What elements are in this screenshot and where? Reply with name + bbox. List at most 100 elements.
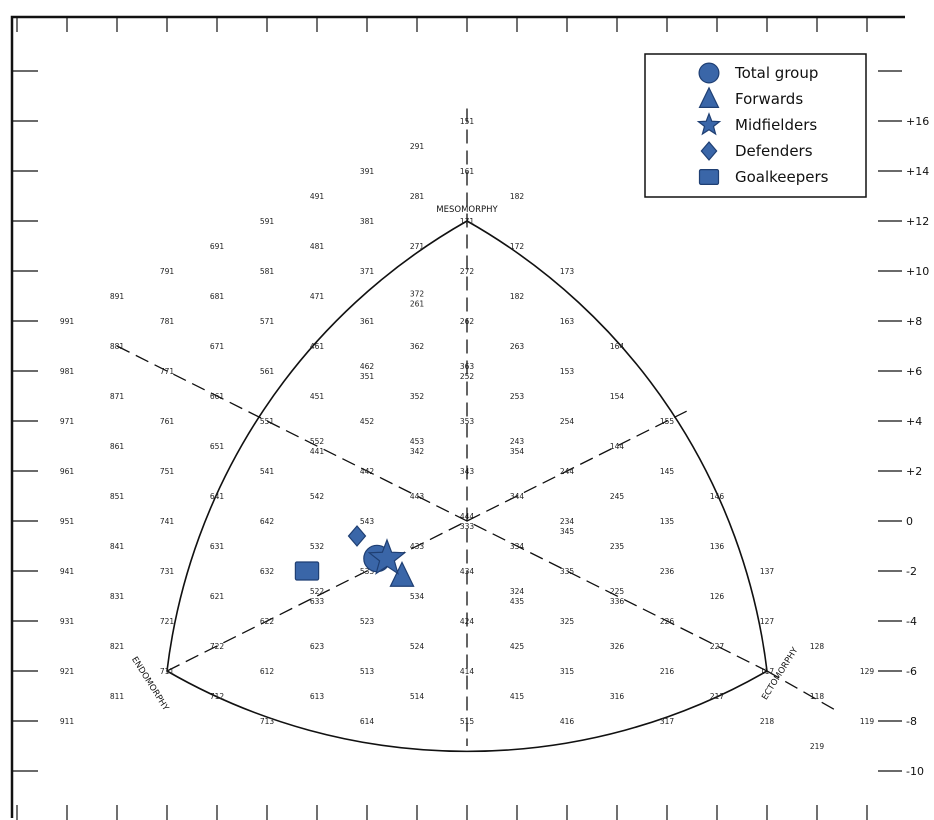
somatotype-code: 711 <box>160 667 175 676</box>
somatotype-code: 272 <box>460 267 475 276</box>
y-tick-labels: +16 +14 +12 +10 +8 +6 +4 +2 0 -2 -4 -6 -8 -10 <box>906 115 929 778</box>
somatotype-code: 881 <box>110 342 125 351</box>
ectomorphy-axis <box>166 410 688 672</box>
somatotype-code: 891 <box>110 292 125 301</box>
legend: Total group Forwards Midfielders Defenders G… <box>644 53 867 198</box>
forwards-marker <box>389 560 415 587</box>
somatotype-code: 741 <box>160 517 175 526</box>
somatotype-code: 481 <box>310 242 325 251</box>
y-tick-label: -4 <box>906 615 917 628</box>
somatotype-code: 217 <box>710 692 725 701</box>
somatotype-code: 163 <box>560 317 575 326</box>
midfielders-marker <box>367 538 407 575</box>
somatotype-code: 345 <box>560 527 575 536</box>
somatotype-code: 245 <box>610 492 625 501</box>
somatotype-code: 591 <box>260 217 275 226</box>
somatotype-code: 532 <box>310 542 325 551</box>
somatotype-code: 761 <box>160 417 175 426</box>
somatotype-code: 343 <box>460 467 475 476</box>
somatotype-code: 234 <box>560 517 575 526</box>
somatotype-code: 335 <box>560 567 575 576</box>
somatotype-code: 614 <box>360 717 375 726</box>
somatotype-code: 871 <box>110 392 125 401</box>
somatotype-code: 781 <box>160 317 175 326</box>
somatotype-code: 325 <box>560 617 575 626</box>
somatotype-code: 371 <box>360 267 375 276</box>
somatotype-code: 352 <box>410 392 425 401</box>
goalkeepers-marker <box>294 561 320 581</box>
somatotype-code: 533 <box>360 567 375 576</box>
y-tick-label: 0 <box>906 515 913 528</box>
somatotype-code: 253 <box>510 392 525 401</box>
somatotype-code: 144 <box>610 442 625 451</box>
somatotype-code: 351 <box>360 372 375 381</box>
somatotype-code: 651 <box>210 442 225 451</box>
somatotype-code: 514 <box>410 692 425 701</box>
somatotype-code: 414 <box>460 667 475 676</box>
somatotype-code: 153 <box>560 367 575 376</box>
somatotype-code: 354 <box>510 447 525 456</box>
somatotype-code: 164 <box>610 342 625 351</box>
somatotype-code: 453 <box>410 437 425 446</box>
somatotype-code: 243 <box>510 437 525 446</box>
somatotype-code: 543 <box>360 517 375 526</box>
somatotype-code: 691 <box>210 242 225 251</box>
somatotype-code: 263 <box>510 342 525 351</box>
somatotype-code: 552 <box>310 437 325 446</box>
defenders-marker <box>347 525 367 547</box>
y-tick-label: +12 <box>906 215 929 228</box>
somatotype-code: 137 <box>760 567 775 576</box>
somatotype-code: 522 <box>310 587 325 596</box>
somatotype-code: 911 <box>60 717 75 726</box>
somatotype-code: 326 <box>610 642 625 651</box>
somatotype-code: 252 <box>460 372 475 381</box>
legend-label: Goalkeepers <box>735 168 829 186</box>
somatotype-code: 791 <box>160 267 175 276</box>
somatotype-code: 971 <box>60 417 75 426</box>
somatotype-code: 462 <box>360 362 375 371</box>
somatotype-code: 951 <box>60 517 75 526</box>
somatotype-code: 451 <box>310 392 325 401</box>
somatotype-code: 851 <box>110 492 125 501</box>
somatotype-code: 751 <box>160 467 175 476</box>
somatotype-code: 135 <box>660 517 675 526</box>
somatotype-code: 182 <box>510 292 525 301</box>
somatotype-code: 523 <box>360 617 375 626</box>
legend-diamond-icon <box>700 141 718 161</box>
somatotype-code: 316 <box>610 692 625 701</box>
somatotype-code: 515 <box>460 717 475 726</box>
somatotype-code: 317 <box>660 717 675 726</box>
somatotype-code: 771 <box>160 367 175 376</box>
tick-marks <box>12 18 902 820</box>
somatotype-code: 333 <box>460 522 475 531</box>
somatotype-code: 129 <box>860 667 875 676</box>
y-tick-label: +2 <box>906 465 922 478</box>
somatotype-code: 561 <box>260 367 275 376</box>
somatotype-code: 155 <box>660 417 675 426</box>
somatotype-code: 219 <box>810 742 825 751</box>
somatotype-code: 443 <box>410 492 425 501</box>
somatotype-code: 811 <box>110 692 125 701</box>
somatotype-code: 342 <box>410 447 425 456</box>
somatotype-code: 416 <box>560 717 575 726</box>
somatotype-code: 154 <box>610 392 625 401</box>
somatotype-code: 433 <box>410 542 425 551</box>
somatotype-code: 541 <box>260 467 275 476</box>
frame-border <box>10 15 905 818</box>
reuleaux-outline <box>166 220 768 753</box>
somatotype-code: 861 <box>110 442 125 451</box>
somatotype-code: 334 <box>510 542 525 551</box>
legend-triangle-icon <box>698 86 720 108</box>
somatotype-code: 415 <box>510 692 525 701</box>
somatotype-code: 218 <box>760 717 775 726</box>
group-markers <box>294 525 415 587</box>
somatotype-code: 291 <box>410 142 425 151</box>
y-tick-label: +8 <box>906 315 922 328</box>
somatotype-code: 621 <box>210 592 225 601</box>
y-tick-label: +6 <box>906 365 922 378</box>
somatochart-outline <box>116 108 838 753</box>
endomorphy-label: ENDOMORPHY <box>129 655 171 713</box>
somatotype-code: 261 <box>410 300 425 309</box>
legend-label: Forwards <box>735 90 803 108</box>
